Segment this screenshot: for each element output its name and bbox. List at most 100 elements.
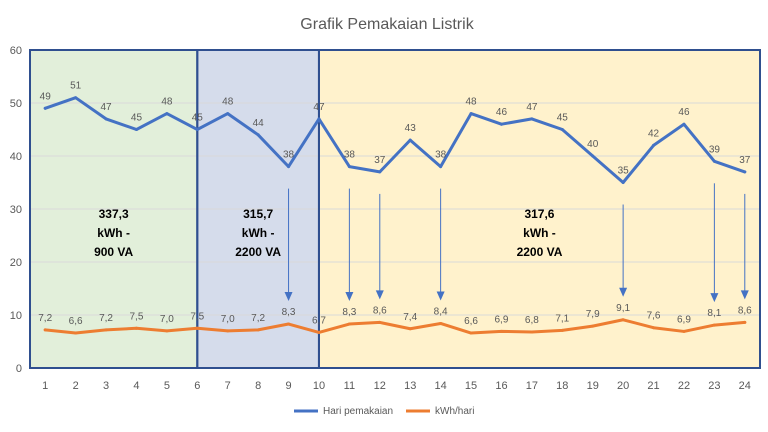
- y-tick-label: 20: [10, 257, 22, 269]
- region-3-note-line-2: kWh -: [523, 226, 556, 240]
- data-point: [682, 329, 686, 333]
- x-tick-label: 6: [194, 380, 200, 392]
- data-label: 51: [70, 81, 82, 92]
- series-lines: [43, 96, 747, 335]
- data-label: 7,1: [555, 313, 569, 324]
- y-tick-label: 10: [10, 310, 22, 322]
- data-label: 7,0: [160, 314, 174, 325]
- data-label: 7,4: [403, 312, 417, 323]
- data-label: 47: [100, 102, 112, 113]
- data-label: 6,6: [69, 316, 83, 327]
- data-label: 37: [739, 155, 751, 166]
- arrow-head-day-11: [345, 292, 354, 302]
- x-tick-label: 15: [465, 380, 477, 392]
- x-tick-label: 23: [708, 380, 720, 392]
- data-point: [347, 322, 351, 326]
- data-label: 40: [587, 139, 599, 150]
- data-point: [743, 170, 747, 174]
- data-label: 8,6: [373, 305, 387, 316]
- data-point: [104, 117, 108, 121]
- x-tick-label: 20: [617, 380, 629, 392]
- region-1-note-line-1: 337,3: [99, 207, 129, 221]
- chart-title: Grafik Pemakaian Listrik: [300, 16, 474, 33]
- x-tick-label: 18: [556, 380, 568, 392]
- data-point: [165, 112, 169, 116]
- data-label: 7,5: [130, 311, 144, 322]
- x-tick-label: 13: [404, 380, 416, 392]
- data-point: [287, 165, 291, 169]
- data-point: [317, 330, 321, 334]
- region-3-note-line-1: 317,6: [524, 207, 554, 221]
- data-point: [530, 330, 534, 334]
- data-point: [560, 128, 564, 131]
- data-label: 7,9: [586, 309, 600, 320]
- data-point: [712, 159, 716, 163]
- data-point: [104, 328, 108, 332]
- y-tick-label: 30: [10, 204, 22, 216]
- data-label: 7,2: [99, 313, 113, 324]
- series-line-hari-pemakaian: [43, 96, 747, 184]
- data-label: 7,2: [251, 313, 265, 324]
- data-label: 46: [496, 107, 508, 118]
- data-label: 8,4: [434, 306, 448, 317]
- data-label: 6,7: [312, 315, 326, 326]
- y-axis-ticks: 0 10 20 30 40 50 60: [10, 45, 22, 375]
- data-point: [195, 128, 199, 131]
- data-point: [74, 96, 78, 100]
- data-point: [530, 117, 534, 121]
- data-point: [287, 322, 291, 326]
- data-point: [43, 106, 47, 110]
- data-point: [74, 331, 78, 335]
- data-point: [43, 328, 47, 332]
- data-point: [591, 324, 595, 328]
- data-label: 45: [557, 113, 569, 124]
- data-point: [408, 138, 412, 142]
- region-2-note-line-3: 2200 VA: [235, 245, 281, 259]
- legend-label-kwh-hari: kWh/hari: [435, 406, 474, 417]
- region-3-note-line-3: 2200 VA: [517, 245, 563, 259]
- x-tick-label: 3: [103, 380, 109, 392]
- region-2-note-line-2: kWh -: [242, 226, 275, 240]
- x-tick-label: 14: [435, 380, 447, 392]
- arrow-head-day-14: [436, 291, 445, 301]
- data-point: [652, 143, 656, 147]
- x-tick-label: 12: [374, 380, 386, 392]
- y-tick-label: 60: [10, 45, 22, 57]
- x-tick-label: 24: [739, 380, 751, 392]
- region-notes: 337,3 kWh - 900 VA 315,7 kWh - 2200 VA 317,6 kW…: [94, 207, 563, 259]
- x-tick-label: 10: [313, 380, 325, 392]
- arrow-head-day-12: [375, 290, 384, 300]
- y-tick-label: 0: [16, 363, 22, 375]
- data-point: [317, 117, 321, 121]
- data-point: [378, 170, 382, 174]
- legend: Hari pemakaian kWh/hari: [294, 406, 474, 417]
- data-label: 8,6: [738, 305, 752, 316]
- data-point: [499, 329, 503, 333]
- x-tick-label: 17: [526, 380, 538, 392]
- data-point: [256, 328, 260, 332]
- region-borders: [29, 49, 761, 369]
- data-label: 6,9: [677, 314, 691, 325]
- data-label: 38: [344, 150, 356, 161]
- data-point: [621, 181, 625, 184]
- data-label: 9,1: [616, 303, 630, 314]
- region-1-note-line-2: kWh -: [97, 226, 130, 240]
- data-point: [226, 112, 230, 116]
- data-point: [682, 122, 686, 126]
- legend-label-hari-pemakaian: Hari pemakaian: [323, 406, 393, 417]
- data-point: [469, 112, 473, 116]
- data-point: [165, 329, 169, 333]
- arrow-head-day-23: [710, 293, 719, 303]
- x-tick-label: 21: [647, 380, 659, 392]
- data-label: 6,8: [525, 315, 539, 326]
- x-tick-label: 22: [678, 380, 690, 392]
- arrow-head-day-9: [284, 292, 293, 302]
- data-label: 48: [465, 97, 477, 108]
- x-tick-label: 4: [133, 380, 139, 392]
- data-label: 45: [192, 113, 204, 124]
- data-point: [408, 327, 412, 331]
- data-label: 43: [405, 123, 417, 134]
- data-point: [134, 128, 138, 131]
